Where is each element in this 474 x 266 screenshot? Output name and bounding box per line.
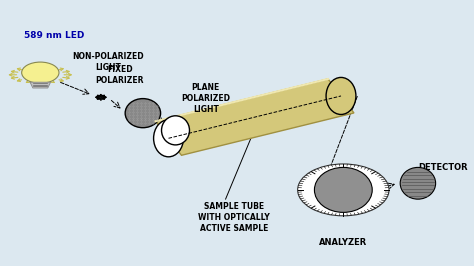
Text: 589 nm LED: 589 nm LED <box>24 31 84 40</box>
Ellipse shape <box>154 120 183 157</box>
Ellipse shape <box>326 77 356 114</box>
Ellipse shape <box>314 167 372 212</box>
Ellipse shape <box>400 167 436 199</box>
Ellipse shape <box>162 116 190 145</box>
Polygon shape <box>30 82 51 88</box>
Text: FIXED
POLARIZER: FIXED POLARIZER <box>95 65 144 85</box>
Text: DETECTOR: DETECTOR <box>419 163 468 172</box>
Circle shape <box>22 62 59 83</box>
Text: 0: 0 <box>342 168 345 173</box>
Circle shape <box>298 164 389 216</box>
Text: SAMPLE TUBE
WITH OPTICALLY
ACTIVE SAMPLE: SAMPLE TUBE WITH OPTICALLY ACTIVE SAMPLE <box>198 202 270 233</box>
Polygon shape <box>155 79 354 155</box>
Text: 8: 8 <box>342 207 345 212</box>
Ellipse shape <box>125 99 161 128</box>
Text: NON-POLARIZED
LIGHT: NON-POLARIZED LIGHT <box>72 52 144 72</box>
Text: PLANE
POLARIZED
LIGHT: PLANE POLARIZED LIGHT <box>182 83 230 114</box>
Text: ANALYZER: ANALYZER <box>319 238 367 247</box>
